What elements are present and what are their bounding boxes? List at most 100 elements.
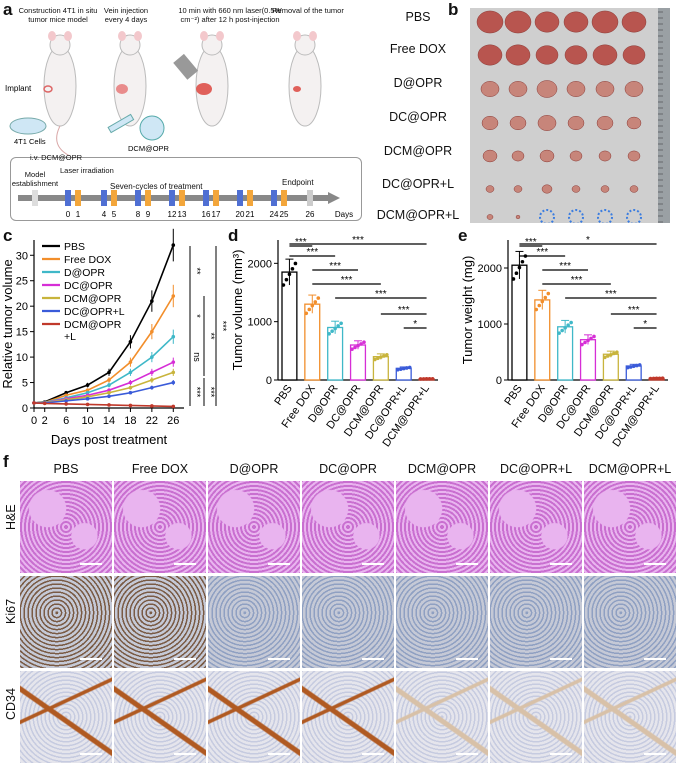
- significance-label: ***: [605, 289, 617, 300]
- tumor-specimen: [564, 45, 588, 65]
- data-point: [150, 299, 154, 303]
- tumor-specimen: [511, 150, 525, 162]
- data-point: [150, 370, 154, 375]
- significance-label: **: [192, 267, 202, 275]
- ki67-tile: [20, 576, 112, 668]
- data-point: [657, 376, 662, 381]
- data-point: [316, 296, 321, 300]
- mouse-icon: [288, 31, 322, 127]
- bar-free-dox: [304, 303, 321, 381]
- data-point: [85, 383, 90, 387]
- bar-free-dox: [534, 299, 551, 381]
- ki67-tile: [208, 576, 300, 668]
- data-point: [427, 376, 432, 381]
- legend-label-dc-opr: DC@OPR: [64, 280, 113, 292]
- data-point: [362, 340, 366, 344]
- iv-label: i.v. DCM@OPR: [30, 153, 83, 162]
- data-point: [379, 355, 383, 359]
- x-tick-label: 22: [146, 415, 158, 427]
- day-tick-label: 20: [236, 210, 245, 219]
- data-point: [107, 403, 111, 407]
- data-point: [327, 332, 331, 336]
- dose-marker: [135, 190, 141, 206]
- step-4-text: Removal of the tumor: [272, 6, 344, 15]
- data-point: [628, 365, 633, 369]
- data-point: [128, 390, 133, 395]
- tumor-specimen: [509, 115, 527, 131]
- tumor-specimen: [476, 10, 504, 34]
- scale-bar: [268, 563, 290, 565]
- scale-bar: [644, 658, 666, 660]
- tumor-specimen: [536, 80, 558, 98]
- significance-label: ***: [525, 237, 537, 248]
- y-tick-label: 0: [22, 403, 28, 415]
- day-tick-label: 13: [178, 210, 187, 219]
- tumor-specimen: [569, 150, 583, 162]
- tumor-specimen: [624, 81, 644, 97]
- day-tick-label: 9: [146, 210, 151, 219]
- x-tick-label: PBS: [272, 383, 294, 408]
- dose-marker: [65, 190, 71, 206]
- laser-label: Laser irradiation: [60, 166, 114, 175]
- tumor-specimen: [486, 214, 494, 220]
- step-2-text: Vein injection every 4 days: [103, 6, 149, 24]
- data-point: [284, 277, 289, 282]
- significance-label: ***: [375, 289, 387, 300]
- y-tick-label: 0: [496, 375, 502, 387]
- cd34-tile: [396, 671, 488, 763]
- legend-label-continued: +L: [64, 331, 76, 343]
- legend-label-dc-opr-l: DC@OPR+L: [64, 306, 125, 318]
- dose-marker: [111, 190, 117, 206]
- panel-label-e: e: [458, 226, 468, 245]
- dose-marker: [101, 190, 107, 206]
- data-point: [631, 364, 636, 369]
- data-point: [546, 291, 551, 296]
- legend-label-pbs: PBS: [64, 241, 85, 253]
- ki67-tile: [302, 576, 394, 668]
- scale-bar: [550, 658, 572, 660]
- dose-marker: [145, 190, 151, 206]
- data-point: [543, 295, 548, 300]
- data-point: [359, 342, 363, 346]
- tumor-specimen: [626, 116, 642, 130]
- ki67-tile: [114, 576, 206, 668]
- y-tick-label: 1000: [248, 317, 272, 329]
- model-label: Model establishment: [11, 170, 59, 188]
- data-point: [85, 388, 90, 392]
- y-tick-label: 15: [16, 327, 28, 339]
- data-point: [171, 380, 176, 385]
- data-point: [287, 272, 292, 277]
- mouse-icon: [113, 31, 147, 127]
- data-point: [615, 350, 619, 354]
- data-point: [171, 294, 176, 298]
- tumor-specimen: [627, 150, 641, 162]
- x-tick-label: 26: [167, 415, 179, 427]
- endpoint-label: Endpoint: [282, 178, 314, 187]
- data-point: [537, 303, 542, 308]
- data-point: [557, 331, 561, 335]
- data-point: [85, 390, 90, 395]
- data-point: [660, 376, 665, 380]
- data-point: [430, 376, 435, 381]
- data-point: [625, 365, 630, 370]
- data-point: [517, 265, 522, 270]
- scale-bar: [80, 753, 102, 755]
- significance-label: ***: [329, 261, 341, 272]
- tumor-photo: [470, 8, 670, 225]
- data-point: [401, 366, 406, 371]
- data-point: [281, 283, 286, 287]
- significance-label: *: [413, 319, 417, 330]
- y-tick-label: 25: [16, 276, 28, 288]
- y-tick-label: 2000: [248, 258, 272, 270]
- tumor-specimen: [541, 184, 553, 194]
- y-axis-title: Tumor volume (mm³): [230, 250, 245, 371]
- data-point: [85, 402, 90, 407]
- significance-label: ***: [571, 275, 583, 286]
- y-tick-label: 30: [16, 250, 28, 262]
- day-tick-label: 17: [212, 210, 221, 219]
- ki67-tile: [584, 576, 676, 668]
- data-point: [150, 329, 154, 334]
- y-tick-label: 1000: [478, 319, 502, 331]
- tumor-specimen: [515, 215, 521, 219]
- tumor-specimen: [621, 11, 647, 33]
